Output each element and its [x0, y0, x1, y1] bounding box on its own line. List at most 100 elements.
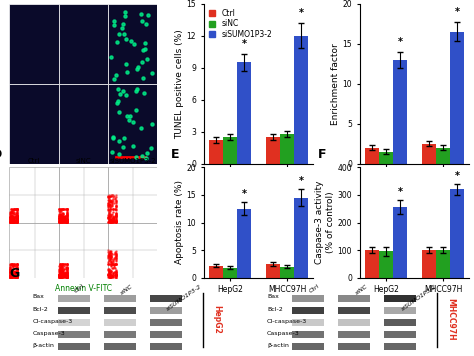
- Text: MHCC97H: MHCC97H: [446, 298, 455, 341]
- Bar: [9, 4, 59, 84]
- Point: [57, 272, 65, 277]
- Point: [55, 272, 63, 278]
- Point: [112, 258, 120, 264]
- Point: [14, 265, 21, 271]
- Point: [58, 220, 66, 225]
- Text: Bax: Bax: [32, 294, 45, 299]
- Point: [9, 270, 17, 276]
- Point: [10, 262, 18, 268]
- Point: [9, 219, 17, 224]
- Point: [108, 199, 115, 204]
- Point: [14, 270, 21, 276]
- Point: [57, 275, 64, 281]
- Point: [59, 267, 66, 272]
- Point: [14, 206, 21, 212]
- Point: [58, 213, 65, 218]
- Point: [14, 268, 21, 274]
- Point: [14, 215, 21, 221]
- Point: [112, 216, 120, 222]
- Point: [58, 274, 65, 280]
- Point: [57, 266, 65, 272]
- Point: [112, 206, 120, 212]
- Point: [10, 272, 18, 278]
- Point: [112, 273, 120, 279]
- Point: [60, 274, 68, 280]
- Point: [61, 215, 68, 220]
- Bar: [223, 268, 237, 278]
- Point: [106, 248, 114, 253]
- Point: [104, 215, 112, 221]
- Point: [12, 273, 20, 279]
- Point: [148, 70, 156, 75]
- Point: [63, 219, 71, 224]
- Point: [14, 213, 21, 219]
- Point: [104, 266, 112, 272]
- Point: [14, 219, 21, 225]
- Bar: [294, 36, 308, 164]
- Point: [55, 273, 63, 279]
- Point: [9, 262, 16, 268]
- Point: [61, 262, 68, 267]
- Point: [61, 214, 69, 219]
- Point: [107, 199, 114, 205]
- Point: [8, 214, 16, 220]
- Point: [106, 219, 114, 225]
- Point: [55, 272, 63, 278]
- Point: [63, 269, 70, 275]
- Point: [127, 38, 135, 43]
- Point: [8, 267, 15, 272]
- Point: [14, 271, 21, 277]
- Point: [57, 271, 65, 276]
- Point: [12, 268, 19, 274]
- Point: [63, 262, 71, 267]
- Point: [105, 194, 113, 200]
- Bar: [422, 144, 436, 164]
- Point: [108, 272, 115, 278]
- Point: [9, 271, 17, 277]
- Point: [7, 268, 14, 274]
- Point: [8, 262, 15, 267]
- Point: [14, 213, 21, 219]
- Point: [104, 206, 112, 212]
- Point: [57, 220, 64, 225]
- Point: [105, 216, 112, 221]
- Point: [104, 195, 112, 200]
- Point: [6, 272, 14, 278]
- Text: *: *: [455, 171, 460, 180]
- Point: [11, 206, 19, 212]
- Point: [61, 219, 69, 225]
- Point: [105, 272, 112, 277]
- Point: [57, 262, 65, 267]
- Point: [56, 274, 64, 279]
- Point: [111, 214, 118, 219]
- Point: [7, 272, 14, 277]
- Bar: [59, 222, 108, 278]
- Point: [112, 214, 120, 220]
- Bar: [150, 319, 182, 326]
- Point: [105, 256, 112, 261]
- Point: [109, 217, 117, 223]
- Point: [105, 209, 113, 215]
- Point: [14, 218, 21, 224]
- Point: [7, 209, 14, 215]
- Point: [59, 213, 66, 219]
- Text: Cl-caspase-3: Cl-caspase-3: [32, 319, 73, 324]
- Point: [14, 217, 21, 222]
- Point: [61, 219, 68, 224]
- Point: [63, 206, 71, 212]
- Point: [57, 218, 64, 224]
- Point: [14, 212, 21, 218]
- Point: [57, 269, 65, 274]
- Point: [122, 36, 130, 42]
- Bar: [58, 331, 90, 338]
- Point: [57, 216, 65, 221]
- Point: [112, 211, 119, 216]
- Point: [57, 214, 65, 220]
- Point: [141, 46, 148, 52]
- Point: [106, 219, 114, 225]
- Point: [107, 274, 115, 280]
- Point: [7, 272, 15, 278]
- Point: [104, 262, 112, 267]
- Point: [104, 215, 112, 221]
- Point: [63, 273, 70, 279]
